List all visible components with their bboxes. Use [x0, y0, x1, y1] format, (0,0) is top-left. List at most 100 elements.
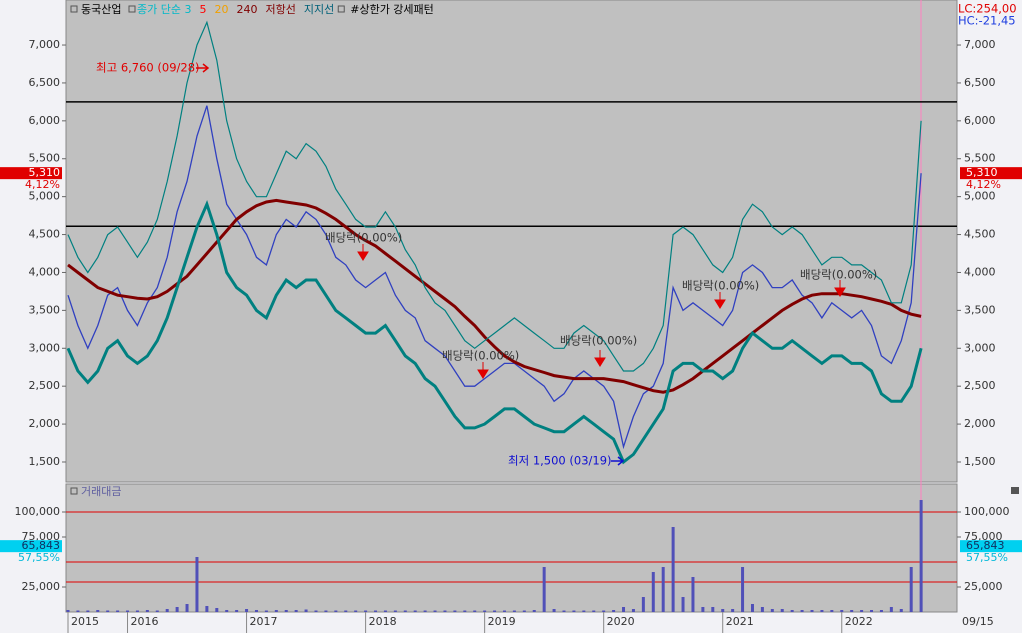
volume-bar: [294, 610, 298, 612]
volume-bar: [393, 610, 397, 612]
volume-bar: [344, 610, 348, 612]
y-tick-label: 4,500: [29, 228, 61, 241]
current-box: [960, 540, 1022, 553]
y-tick-label: 4,500: [964, 228, 996, 241]
volume-bar: [889, 607, 893, 612]
volume-bar: [631, 609, 635, 612]
volume-bar: [790, 610, 794, 612]
annotation: 최저 1,500 (03/19): [508, 454, 612, 468]
volume-bar: [245, 609, 249, 612]
y-tick-label: 1,500: [964, 455, 996, 468]
volume-bar: [542, 567, 546, 612]
volume-bar: [840, 610, 844, 612]
current-value: 65,843: [22, 539, 61, 552]
volume-bar: [493, 610, 497, 612]
volume-bar: [165, 609, 169, 612]
y-tick-label: 5,500: [29, 152, 61, 165]
x-tick-label: 2016: [131, 615, 159, 628]
current-box: [960, 167, 1022, 180]
y-tick-label: 2,000: [964, 417, 996, 430]
volume-bar: [592, 610, 596, 612]
current-value: 5,310: [966, 166, 998, 179]
y-tick-label: 75,000: [22, 530, 61, 543]
y-tick-label: 7,000: [29, 38, 61, 51]
volume-bar: [155, 610, 159, 612]
extreme-arrow: [196, 63, 210, 73]
volume-bar: [463, 610, 467, 612]
x-tick-label: 2021: [726, 615, 754, 628]
close-button[interactable]: [1011, 487, 1019, 494]
volume-panel: [65, 483, 958, 613]
volume-bar: [532, 610, 536, 612]
volume-bar: [314, 610, 318, 612]
volume-bar: [800, 610, 804, 612]
volume-bar: [671, 527, 675, 612]
hc-label: HC:-21,45: [958, 14, 1016, 28]
x-tick-label: 2018: [369, 615, 397, 628]
volume-bar: [909, 567, 913, 612]
y-tick-label: 4,000: [29, 265, 61, 278]
volume-bar: [810, 610, 814, 612]
header: 동국산업 LC:254,00 HC:-21,45: [70, 2, 1017, 28]
volume-bar: [711, 607, 715, 612]
volume-bar: [205, 606, 209, 612]
volume-bar: [364, 610, 368, 612]
volume-bar: [701, 607, 705, 612]
volume-bar: [264, 610, 268, 612]
legend-entry: 5: [199, 3, 206, 16]
volume-bar: [850, 610, 854, 612]
y-tick-label: 5,000: [29, 190, 61, 203]
y-tick-label: 3,500: [29, 303, 61, 316]
volume-bar: [433, 610, 437, 612]
y-tick-label: 25,000: [22, 580, 61, 593]
dividend-arrow: [834, 280, 846, 297]
legend-entry: 240: [236, 3, 257, 16]
volume-bar: [681, 597, 685, 612]
volume-bar: [483, 610, 487, 612]
checkbox[interactable]: [70, 487, 78, 495]
volume-bar: [374, 610, 378, 612]
volume-bar: [126, 610, 130, 612]
current-box: [0, 167, 62, 180]
volume-bar: [870, 610, 874, 612]
y-tick-label: 1,500: [29, 455, 61, 468]
x-tick-label: 2017: [250, 615, 278, 628]
volume-bar: [661, 567, 665, 612]
annotation: 배당락(0.00%): [560, 334, 637, 348]
y-tick-label: 6,000: [29, 114, 61, 127]
volume-bar: [820, 610, 824, 612]
extreme-arrow: [611, 456, 625, 466]
y-tick-label: 2,000: [29, 417, 61, 430]
volume-bar: [502, 610, 506, 612]
current-change: 4,12%: [966, 178, 1001, 191]
volume-bar: [473, 610, 477, 612]
volume-bar: [760, 607, 764, 612]
volume-bar: [443, 610, 447, 612]
checkbox[interactable]: [70, 5, 78, 13]
volume-bar: [830, 610, 834, 612]
volume-bar: [423, 610, 427, 612]
volume-bar: [413, 610, 417, 612]
stock-name: 동국산업: [81, 3, 121, 16]
y-tick-label: 3,000: [29, 341, 61, 354]
volume-bar: [354, 610, 358, 612]
legend-entry: 20: [214, 3, 228, 16]
current-change: 57,55%: [966, 551, 1008, 564]
volume-bar: [135, 610, 139, 612]
volume-bar: [651, 572, 655, 612]
volume-bar: [899, 609, 903, 612]
volume-bar: [334, 610, 338, 612]
volume-bar: [304, 609, 308, 612]
y-tick-label: 7,000: [964, 38, 996, 51]
volume-bar: [879, 610, 883, 612]
annotation: 배당락(0.00%): [442, 349, 519, 363]
price-line: [66, 199, 923, 465]
current-value: 65,843: [966, 539, 1005, 552]
x-end-label: 09/15: [962, 615, 994, 628]
annotation: 배당락(0.00%): [325, 231, 402, 245]
y-tick-label: 75,000: [964, 530, 1003, 543]
y-tick-label: 6,500: [964, 76, 996, 89]
y-tick-label: 100,000: [15, 505, 61, 518]
volume-bar: [86, 610, 90, 612]
volume-bar: [254, 610, 258, 612]
